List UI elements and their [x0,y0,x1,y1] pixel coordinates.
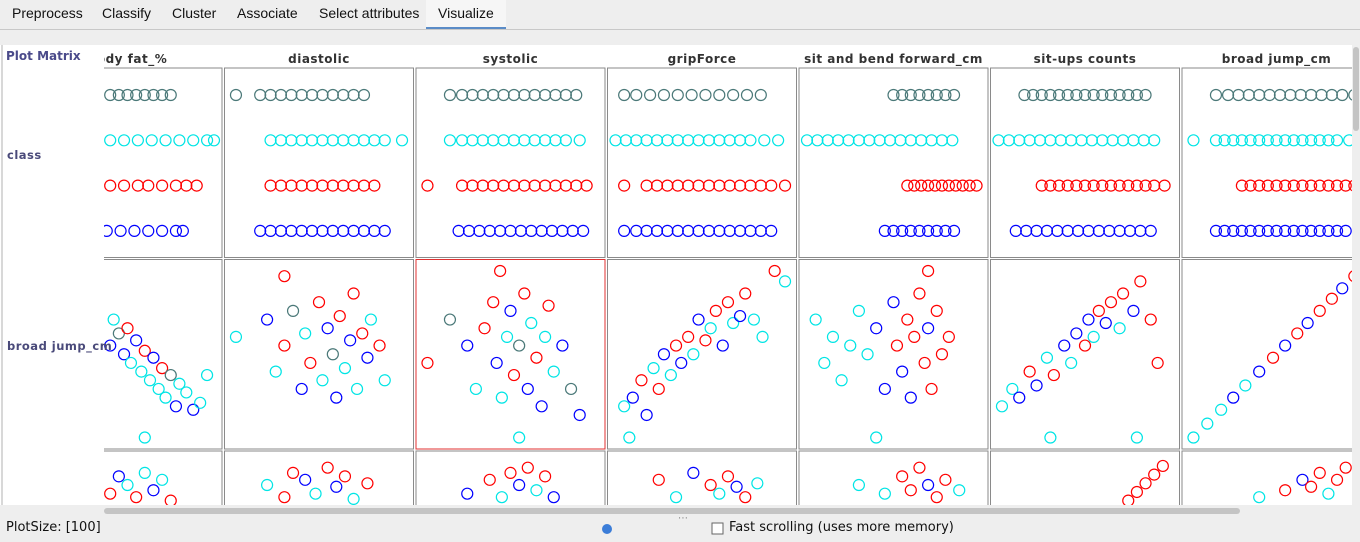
column-header: sit-ups counts [1034,52,1137,66]
tab[interactable]: Preprocess [0,0,95,27]
plot-cell[interactable] [608,260,797,450]
tab[interactable]: Associate [225,0,310,27]
radio-button[interactable] [602,524,612,534]
panel-title: Plot Matrix [6,49,81,63]
column-header: systolic [483,52,538,66]
plot-cell[interactable] [991,451,1180,542]
plot-cell[interactable] [225,451,414,542]
plot-size: PlotSize: [100] [6,520,101,535]
plot-cell[interactable] [416,451,605,542]
plot-cell[interactable] [225,260,414,450]
tab[interactable]: Cluster [160,0,228,27]
checkbox[interactable] [712,523,723,534]
column-header: diastolic [288,52,350,66]
row-label: broad jump_cm [7,339,112,354]
plot-cell[interactable] [1182,260,1360,450]
column-header: broad jump_cm [1222,52,1331,67]
plot-cell[interactable] [416,260,605,450]
scroll-thumb[interactable] [1353,47,1359,131]
plot-cell[interactable] [799,260,988,450]
fast-scrolling: Fast scrolling (uses more memory) [729,520,954,535]
plot-cell[interactable] [608,68,797,258]
plot-cell[interactable] [991,260,1180,450]
horizontal-scrollbar[interactable] [104,508,1240,514]
tab[interactable]: Select attributes [307,0,431,27]
tab[interactable]: Visualize [426,0,506,29]
column-header: gripForce [668,52,737,66]
drag-handle: ⋯ [678,513,688,524]
plot-cell[interactable] [225,68,414,258]
row-label: class [7,148,42,162]
column-header: sit and bend forward_cm [804,52,983,67]
tab[interactable]: Classify [90,0,163,27]
